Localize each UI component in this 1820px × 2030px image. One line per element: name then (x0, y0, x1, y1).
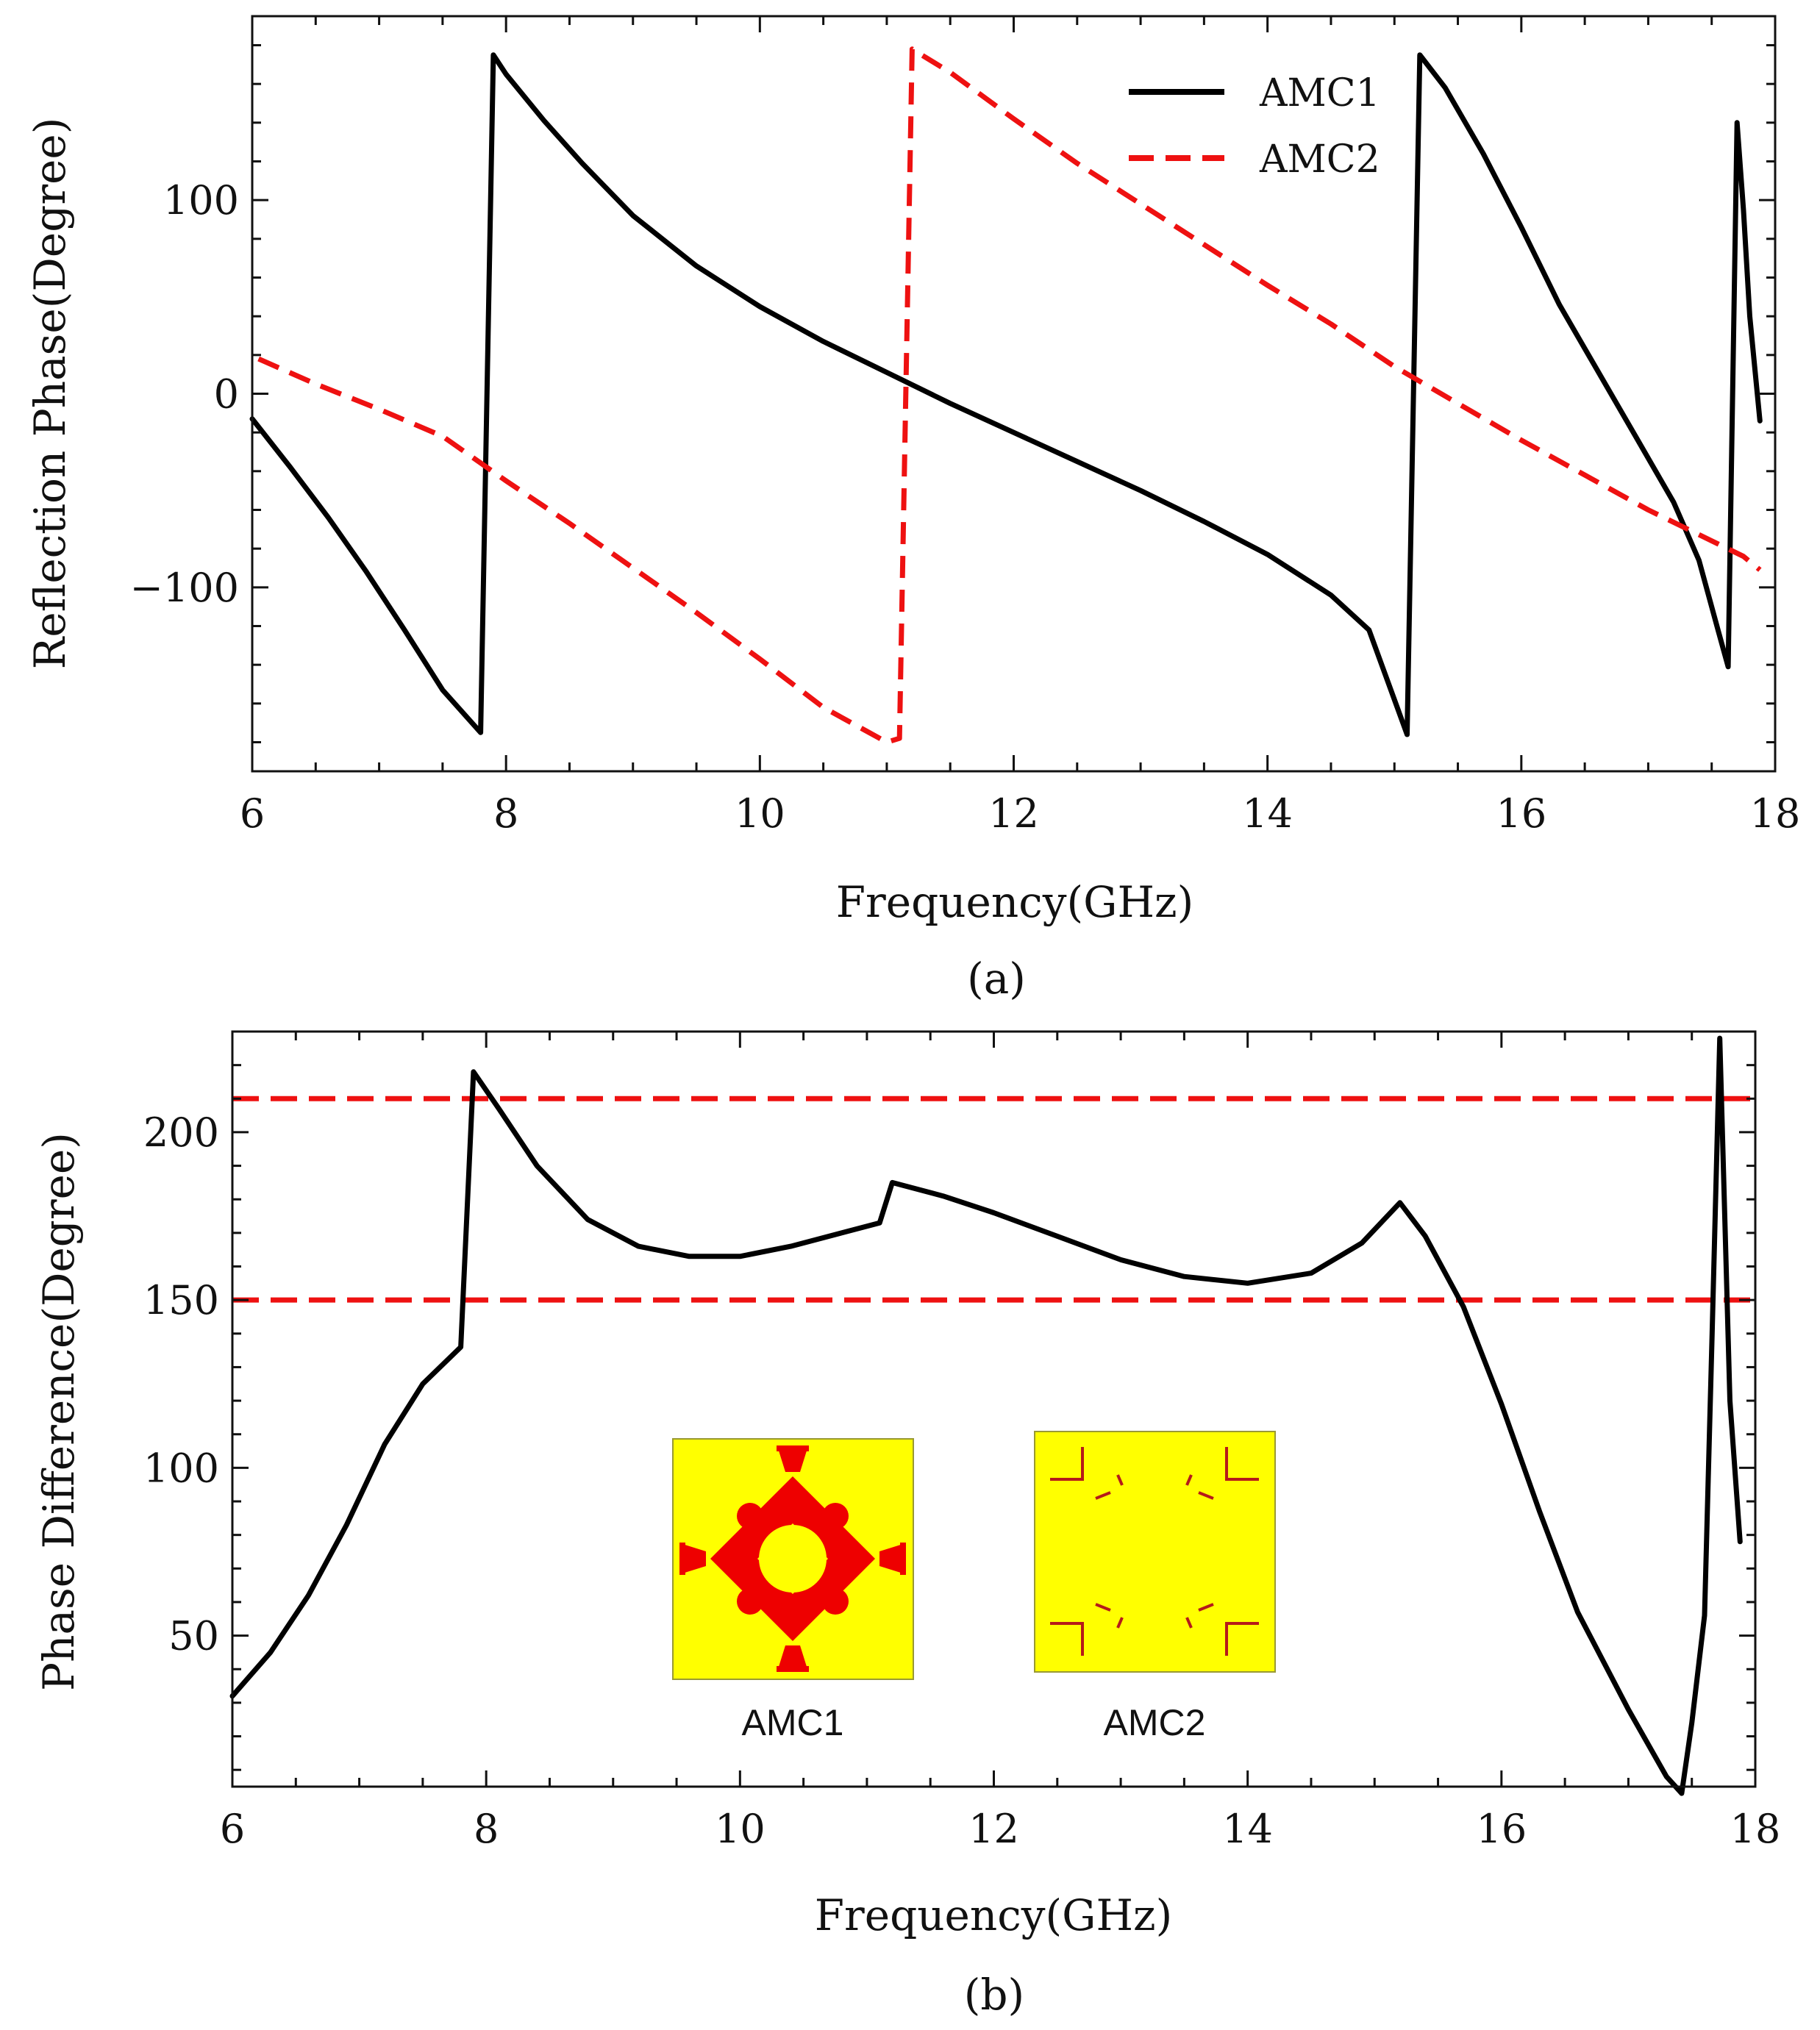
panel-b-curves (229, 1035, 1743, 1796)
panel-b-caption: (b) (964, 1970, 1024, 2020)
amc2-pattern-icon (1050, 1447, 1259, 1656)
panel-a-y-tick-labels: −100 0 100 (130, 177, 239, 611)
amc1-pattern-icon (679, 1445, 906, 1672)
y-tick-label: 200 (143, 1109, 219, 1156)
x-tick-label: 8 (474, 1806, 499, 1852)
panel-a-caption: (a) (967, 954, 1026, 1004)
inset-amc1-label: AMC1 (742, 1702, 844, 1743)
x-tick-label: 12 (988, 790, 1039, 837)
inset-amc2: AMC2 (1034, 1431, 1276, 1743)
series-line-amc1 (249, 52, 1763, 737)
panel-a-y-axis-label: Reflection Phase(Degree) (25, 118, 75, 670)
y-tick-label: −100 (130, 565, 239, 611)
x-tick-label: 12 (968, 1806, 1019, 1852)
inset-amc1: AMC1 (672, 1438, 914, 1743)
x-tick-label: 14 (1222, 1806, 1273, 1852)
y-tick-label: 150 (143, 1277, 219, 1323)
y-tick-label: 0 (214, 371, 239, 418)
x-tick-label: 14 (1242, 790, 1293, 837)
panel-a-x-tick-labels: 6 8 10 12 14 16 18 (240, 790, 1801, 837)
panel-a-curves (249, 46, 1763, 745)
series-line-amc2 (257, 46, 1762, 745)
panel-b-y-axis-label: Phase Difference(Degree) (34, 1132, 84, 1691)
x-tick-label: 6 (240, 790, 265, 837)
x-tick-label: 18 (1750, 790, 1801, 837)
panel-b-x-tick-labels: 6 8 10 12 14 16 18 (220, 1806, 1781, 1852)
panel-a-x-axis-label: Frequency(GHz) (836, 877, 1193, 927)
y-tick-label: 100 (163, 177, 239, 224)
x-tick-label: 8 (493, 790, 518, 837)
x-tick-label: 16 (1496, 790, 1546, 837)
legend-label-amc1: AMC1 (1259, 71, 1380, 115)
amc2-substrate (1034, 1431, 1276, 1673)
x-tick-label: 16 (1476, 1806, 1527, 1852)
series-line-phase-difference (229, 1035, 1743, 1796)
panel-b-y-tick-labels: 50 100 150 200 (143, 1109, 219, 1659)
y-tick-label: 100 (143, 1445, 219, 1491)
x-tick-label: 18 (1730, 1806, 1781, 1852)
panel-a-ticks (251, 16, 1777, 771)
panel-b-threshold-lines (232, 1096, 1755, 1303)
y-tick-label: 50 (168, 1613, 219, 1659)
inset-amc2-label: AMC2 (1104, 1702, 1206, 1743)
legend: AMC1 AMC2 (1129, 71, 1380, 182)
x-tick-label: 10 (715, 1806, 766, 1852)
panel-b-ticks (231, 1030, 1757, 1787)
panel-b-plot-frame (231, 1030, 1757, 1788)
x-tick-label: 6 (220, 1806, 245, 1852)
panel-b-x-axis-label: Frequency(GHz) (815, 1890, 1172, 1940)
x-tick-label: 10 (735, 790, 785, 837)
panel-a-reflection-phase: 6 8 10 12 14 16 18 −100 0 100 Frequency(GHz) Ref… (25, 15, 1801, 1004)
legend-label-amc2: AMC2 (1259, 137, 1380, 182)
